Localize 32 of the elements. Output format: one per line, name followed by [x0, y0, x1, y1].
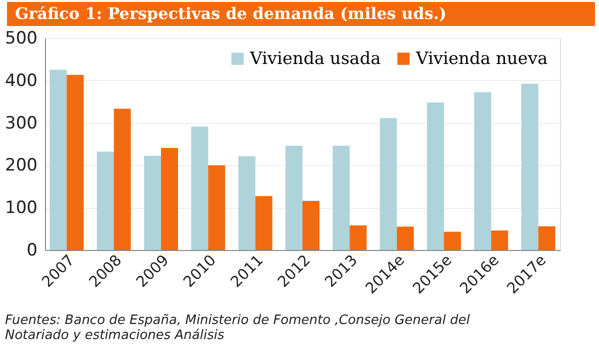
legend-label: Vivienda usada	[249, 48, 381, 69]
bar	[426, 102, 444, 250]
y-tick-label: 500	[5, 28, 38, 48]
bar	[350, 225, 367, 250]
bar	[238, 156, 256, 250]
bar	[444, 232, 461, 250]
bar	[191, 126, 208, 250]
bar	[396, 226, 414, 250]
bar	[96, 152, 114, 250]
y-tick-label: 300	[5, 113, 38, 134]
bar	[144, 156, 162, 250]
y-tick-label: 0	[26, 240, 38, 260]
bar	[491, 230, 508, 250]
bar	[302, 200, 320, 250]
bar	[161, 148, 178, 250]
bar	[66, 74, 84, 250]
bar	[332, 146, 350, 250]
bar	[114, 108, 131, 250]
chart-title: Gráfico 1: Perspectivas de demanda (miles uds.)	[15, 4, 446, 23]
bar	[380, 118, 397, 250]
bar	[208, 165, 226, 250]
bar	[286, 146, 303, 250]
source-note: Fuentes: Banco de España, Ministerio de Fomento ,Consejo General del Notariado y estimaciones Análisis	[5, 313, 470, 343]
bar	[50, 70, 67, 250]
y-tick-label: 400	[5, 70, 38, 91]
y-tick-label: 200	[5, 156, 38, 176]
legend-label: Vivienda nueva	[415, 48, 548, 69]
bar	[474, 92, 492, 250]
bar	[521, 84, 538, 250]
bar	[538, 226, 556, 250]
bar	[255, 196, 272, 250]
y-tick-label: 100	[5, 198, 38, 218]
